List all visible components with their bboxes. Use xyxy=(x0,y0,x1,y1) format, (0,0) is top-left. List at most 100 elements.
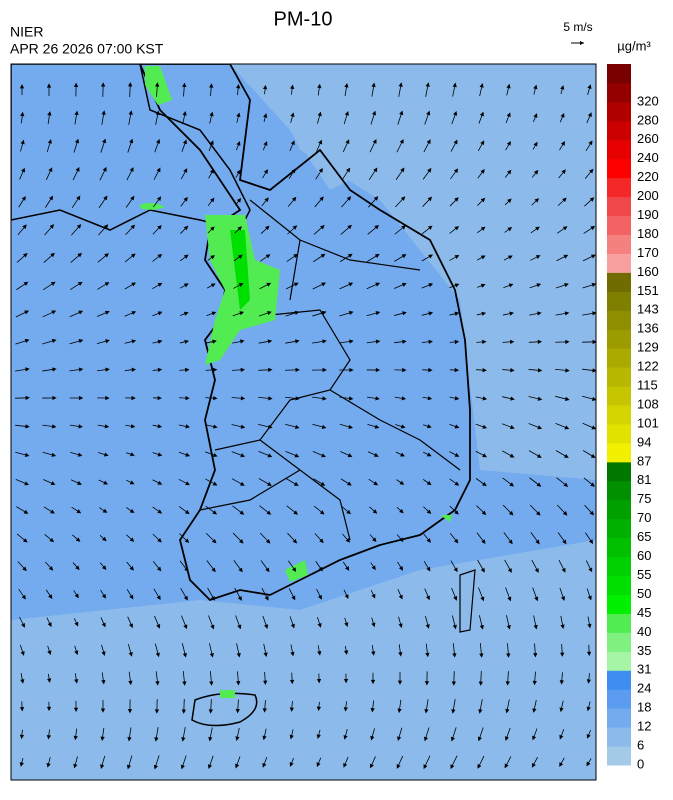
wind-arrow xyxy=(232,311,245,317)
wind-arrow xyxy=(366,367,381,373)
wind-arrow xyxy=(423,727,430,742)
wind-arrow xyxy=(317,645,322,656)
wind-arrow xyxy=(559,643,565,657)
wind-arrow xyxy=(479,83,484,97)
wind-arrow xyxy=(181,698,187,714)
color-segment xyxy=(607,329,631,349)
color-segment xyxy=(607,367,631,387)
wind-arrow xyxy=(532,671,537,686)
wind-arrow xyxy=(312,339,327,344)
wind-arrow xyxy=(73,618,79,627)
wind-arrow xyxy=(477,283,486,288)
wind-arrow xyxy=(285,367,300,373)
color-segment xyxy=(607,632,631,652)
wind-arrow xyxy=(290,112,295,123)
wind-arrow xyxy=(205,367,218,372)
wind-arrow xyxy=(285,450,300,458)
wind-arrow xyxy=(315,167,323,180)
wind-arrow xyxy=(20,139,25,152)
wind-arrow xyxy=(209,111,214,124)
wind-arrow xyxy=(180,225,189,234)
wind-arrow xyxy=(395,196,406,208)
wind-arrow xyxy=(529,311,542,316)
wind-arrow xyxy=(504,756,512,769)
wind-arrow xyxy=(285,310,300,317)
wind-arrow xyxy=(339,282,354,290)
wind-arrow xyxy=(15,338,30,345)
colorbar-label: 70 xyxy=(637,510,651,525)
wind-arrow xyxy=(475,478,487,487)
wind-arrow xyxy=(341,506,351,515)
wind-arrow xyxy=(99,166,107,181)
wind-arrow xyxy=(398,82,403,97)
color-segment xyxy=(607,196,631,217)
colorbar-label: 143 xyxy=(637,302,659,317)
wind-arrow xyxy=(582,450,596,458)
wind-arrow xyxy=(449,505,459,515)
wind-arrow xyxy=(231,451,246,458)
wind-arrow xyxy=(451,671,457,686)
wind-arrow xyxy=(17,224,27,236)
wind-arrow xyxy=(19,616,25,628)
wind-arrow xyxy=(394,367,407,373)
wind-arrow xyxy=(529,283,542,289)
wind-arrow xyxy=(502,477,515,487)
wind-arrow xyxy=(586,729,591,739)
wind-arrow xyxy=(370,728,375,741)
wind-arrow xyxy=(313,505,325,515)
wind-arrow xyxy=(316,673,322,684)
wind-arrow xyxy=(370,110,377,125)
wind-arrow xyxy=(19,84,25,96)
wind-arrow xyxy=(232,505,245,515)
wind-scale-arrow xyxy=(571,41,584,45)
wind-arrow xyxy=(207,587,215,601)
wind-arrow xyxy=(312,423,327,429)
wind-arrow xyxy=(259,532,271,544)
agency: NIER xyxy=(10,24,43,40)
wind-arrow xyxy=(313,224,325,235)
wind-arrow xyxy=(47,645,52,656)
wind-arrow xyxy=(234,226,242,234)
wind-arrow xyxy=(285,339,300,344)
wind-arrow xyxy=(343,756,349,768)
wind-arrow xyxy=(559,729,565,740)
wind-arrow xyxy=(528,339,543,345)
wind-arrow xyxy=(206,283,216,289)
wind-arrow xyxy=(370,672,376,685)
wind-arrow xyxy=(153,167,161,180)
color-segment xyxy=(607,272,631,292)
wind-arrow xyxy=(100,727,105,741)
colorbar-label: 320 xyxy=(637,93,659,108)
wind-arrow xyxy=(71,506,82,514)
wind-arrow xyxy=(560,85,565,95)
wind-arrow xyxy=(18,195,26,208)
wind-arrow xyxy=(478,111,484,124)
wind-arrow xyxy=(367,423,380,429)
wind-arrow xyxy=(231,424,246,429)
wind-arrow xyxy=(313,478,326,486)
wind-arrow xyxy=(312,310,327,317)
wind-arrow xyxy=(533,615,538,630)
wind-arrow xyxy=(152,253,163,262)
wind-arrow xyxy=(312,450,326,458)
wind-arrow xyxy=(152,424,163,429)
wind-arrow xyxy=(367,224,380,235)
wind-arrow xyxy=(584,504,595,516)
wind-arrow xyxy=(16,281,29,291)
wind-arrow xyxy=(555,283,569,289)
wind-arrow xyxy=(69,281,83,291)
wind-arrow xyxy=(70,252,83,263)
wind-arrow xyxy=(452,643,457,658)
wind-arrow xyxy=(258,311,272,317)
wind-arrow xyxy=(586,644,592,657)
color-segment xyxy=(607,651,631,671)
wind-arrow xyxy=(289,729,294,740)
wind-arrow xyxy=(421,311,434,316)
wind-arrow xyxy=(422,396,433,401)
wind-arrow xyxy=(450,168,459,180)
wind-arrow xyxy=(153,588,161,601)
colorbar-label: 81 xyxy=(637,472,651,487)
wind-arrow xyxy=(100,589,106,599)
wind-arrow xyxy=(476,226,486,234)
